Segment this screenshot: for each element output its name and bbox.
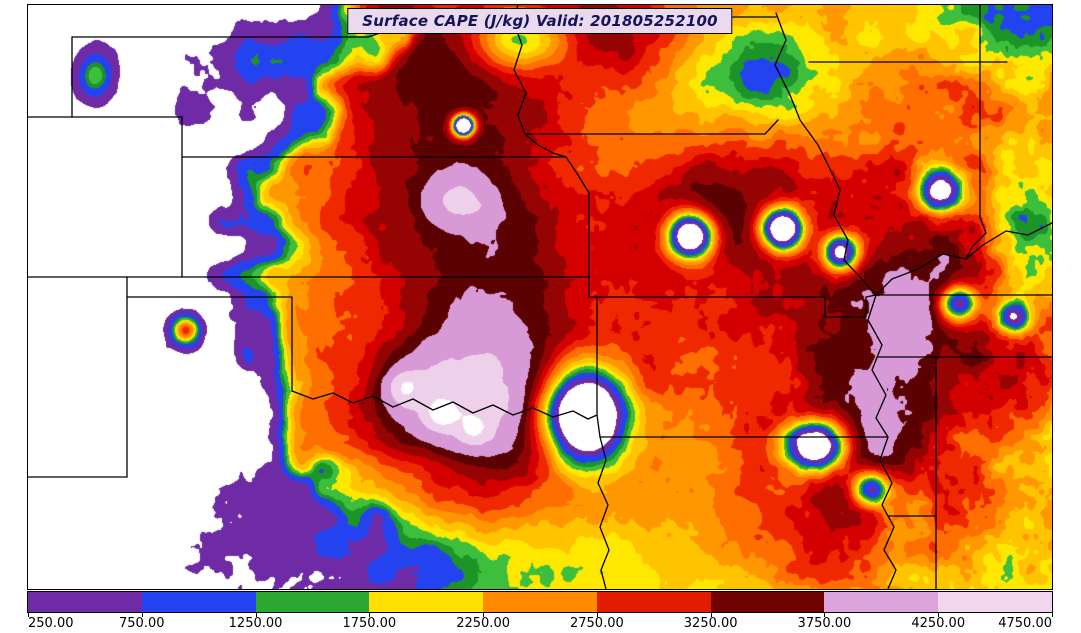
colorbar-segment <box>596 592 711 612</box>
map-area: Surface CAPE (J/kg) Valid: 201805252100 <box>27 4 1053 590</box>
colorbar-tick <box>255 613 257 617</box>
colorbar-segment <box>483 592 597 612</box>
colorbar-tick <box>483 613 485 617</box>
colorbar-tick <box>596 613 598 617</box>
colorbar-tick-label: 3750.00 <box>797 616 852 631</box>
cape-field-canvas <box>28 5 1052 589</box>
colorbar-tick <box>28 613 29 617</box>
colorbar-tick-label: 4250.00 <box>911 616 966 631</box>
colorbar-tick-label: 1250.00 <box>228 616 283 631</box>
colorbar-ticks <box>28 613 1053 617</box>
colorbar-tick-label: 1750.00 <box>342 616 397 631</box>
colorbar-tick-label: 2750.00 <box>569 616 624 631</box>
colorbar <box>27 591 1053 613</box>
map-title-text: Surface CAPE (J/kg) Valid: 201805252100 <box>362 12 718 30</box>
colorbar-tick <box>938 613 940 617</box>
colorbar-tick <box>1052 613 1053 617</box>
colorbar-segment <box>710 592 825 612</box>
colorbar-tick-label: 4750.00 <box>998 616 1052 631</box>
colorbar-segment <box>255 592 370 612</box>
colorbar-strip <box>28 592 1053 612</box>
colorbar-tick-label: 750.00 <box>119 616 165 631</box>
colorbar-tick-label: 3250.00 <box>683 616 738 631</box>
colorbar-segment <box>824 592 939 612</box>
map-title-box: Surface CAPE (J/kg) Valid: 201805252100 <box>347 8 733 34</box>
colorbar-tick <box>824 613 826 617</box>
colorbar-tick-label: 2250.00 <box>456 616 510 631</box>
colorbar-tick <box>710 613 712 617</box>
colorbar-tick <box>369 613 371 617</box>
colorbar-segment <box>141 592 256 612</box>
colorbar-tick-label: 250.00 <box>28 616 74 631</box>
colorbar-segment <box>28 592 142 612</box>
colorbar-segment <box>938 592 1053 612</box>
colorbar-labels: 250.00 750.00 1250.00 1750.00 2250.00 2750.00… <box>28 616 1052 632</box>
colorbar-segment <box>369 592 484 612</box>
colorbar-tick <box>141 613 143 617</box>
